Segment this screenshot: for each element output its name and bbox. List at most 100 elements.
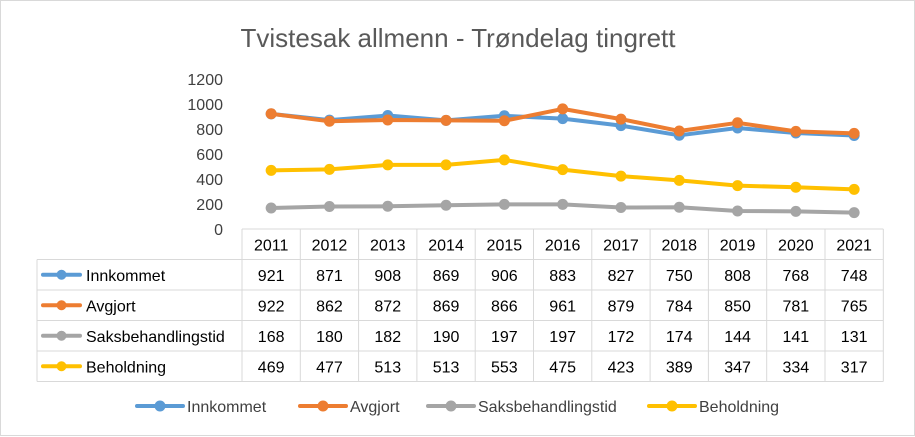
- legend-label: Innkommet: [187, 399, 267, 416]
- table-cell: 180: [316, 329, 343, 346]
- table-cell: 347: [724, 359, 751, 376]
- table-cell: 197: [549, 329, 576, 346]
- table-cell: 553: [491, 359, 518, 376]
- y-tick-label: 600: [196, 147, 223, 164]
- data-point: [790, 125, 802, 137]
- table-cell: 781: [782, 298, 809, 315]
- table-cell: 389: [666, 359, 693, 376]
- table-cell: 908: [374, 268, 401, 285]
- data-point: [673, 201, 685, 213]
- table-row-label: Avgjort: [86, 298, 136, 315]
- legend-marker: [445, 400, 457, 412]
- table-cell: 906: [491, 268, 518, 285]
- data-point: [498, 198, 510, 210]
- table-cell: 513: [374, 359, 401, 376]
- data-point: [557, 198, 569, 210]
- data-point: [557, 164, 569, 176]
- x-tick-label: 2018: [661, 237, 697, 254]
- table-cell: 475: [549, 359, 576, 376]
- table-cell: 190: [433, 329, 460, 346]
- y-tick-label: 1000: [187, 97, 223, 114]
- table-cell: 144: [724, 329, 751, 346]
- table-cell: 871: [316, 268, 343, 285]
- data-point: [440, 199, 452, 211]
- table-row-label: Innkommet: [86, 268, 166, 285]
- y-tick-label: 200: [196, 197, 223, 214]
- data-point: [323, 115, 335, 127]
- table-cell: 768: [782, 268, 809, 285]
- x-tick-label: 2013: [370, 237, 406, 254]
- data-point: [673, 125, 685, 137]
- table-legend-marker: [56, 361, 67, 372]
- legend-label: Saksbehandlingstid: [478, 399, 617, 416]
- table-cell: 883: [549, 268, 576, 285]
- chart-title: Tvistesak allmenn - Trøndelag tingrett: [241, 23, 677, 53]
- data-point: [557, 113, 569, 125]
- table-cell: 850: [724, 298, 751, 315]
- table-cell: 513: [433, 359, 460, 376]
- legend-label: Beholdning: [699, 399, 779, 416]
- data-point: [382, 200, 394, 212]
- plot-series: [265, 103, 860, 219]
- table-cell: 748: [841, 268, 868, 285]
- table-cell: 866: [491, 298, 518, 315]
- table-legend-marker: [56, 330, 67, 341]
- data-table: 2011 2012 2013 2014 2015 2016 2017 2018 2019 2020…: [36, 228, 884, 382]
- table-cell: 141: [782, 329, 809, 346]
- table-cell: 174: [666, 329, 693, 346]
- y-tick-label: 1200: [187, 72, 223, 89]
- x-tick-label: 2015: [487, 237, 523, 254]
- y-axis: 0 200 400 600 800 1000 1200: [187, 72, 223, 239]
- table-row-label: Saksbehandlingstid: [86, 329, 225, 346]
- table-cell: 172: [608, 329, 635, 346]
- data-point: [848, 207, 860, 219]
- x-tick-label: 2017: [603, 237, 639, 254]
- table-cell: 197: [491, 329, 518, 346]
- table-legend-marker: [56, 269, 67, 280]
- table-cell: 334: [782, 359, 809, 376]
- data-point: [382, 114, 394, 126]
- table-cell: 469: [258, 359, 285, 376]
- table-cell: 879: [608, 298, 635, 315]
- data-point: [615, 113, 627, 125]
- table-cell: 750: [666, 268, 693, 285]
- data-point: [615, 202, 627, 213]
- x-tick-label: 2021: [836, 237, 872, 254]
- data-point: [557, 103, 569, 115]
- table-cell: 869: [433, 268, 460, 285]
- data-point: [440, 114, 452, 126]
- data-point: [265, 164, 277, 176]
- legend-marker: [317, 400, 329, 412]
- table-cell: 477: [316, 359, 343, 376]
- data-point: [323, 163, 335, 175]
- data-point: [440, 159, 452, 171]
- y-tick-label: 0: [214, 222, 223, 239]
- data-point: [848, 127, 860, 139]
- table-cell: 182: [374, 329, 401, 346]
- x-tick-label: 2019: [720, 237, 756, 254]
- x-tick-label: 2012: [312, 237, 348, 254]
- data-point: [265, 108, 277, 120]
- table-cell: 168: [258, 329, 285, 346]
- x-tick-label: 2011: [254, 237, 289, 254]
- data-point: [732, 205, 744, 217]
- data-point: [673, 174, 685, 186]
- table-cell: 784: [666, 298, 693, 315]
- data-point: [790, 181, 802, 193]
- table-cell: 131: [841, 329, 868, 346]
- table-legend-marker: [56, 300, 67, 311]
- table-cell: 862: [316, 298, 343, 315]
- table-cell: 921: [258, 268, 285, 285]
- legend-marker: [666, 400, 678, 412]
- legend-label: Avgjort: [350, 399, 400, 416]
- data-point: [323, 201, 335, 212]
- table-cell: 765: [841, 298, 868, 315]
- y-tick-label: 800: [196, 122, 223, 139]
- table-cell: 872: [374, 298, 401, 315]
- table-cell: 961: [549, 298, 576, 315]
- x-tick-label: 2014: [428, 237, 464, 254]
- data-point: [498, 154, 510, 166]
- legend-marker: [154, 400, 166, 412]
- data-point: [615, 170, 627, 182]
